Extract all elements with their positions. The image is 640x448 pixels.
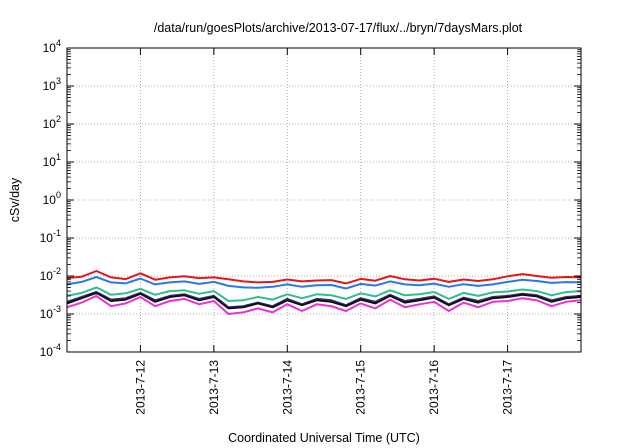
y-axis: 10-4 10-3 10-2 10-1 100 101 102 103 104: [40, 38, 581, 359]
x-tick-label: 2013-7-17: [501, 360, 515, 415]
y-tick-label: 101: [43, 152, 61, 169]
x-tick-label: 2013-7-16: [427, 360, 441, 415]
plot-frame: [66, 47, 582, 353]
x-tick-label: 2013-7-15: [354, 360, 368, 415]
y-tick-label: 10-3: [40, 304, 61, 321]
y-tick-label: 104: [43, 38, 61, 55]
x-tick-label: 2013-7-14: [280, 360, 294, 415]
y-tick-label: 10-4: [40, 342, 61, 359]
series-line-5: [66, 291, 582, 310]
series-line-6: [66, 294, 582, 315]
y-tick-label: 10-1: [40, 228, 61, 245]
series-layer: [66, 270, 582, 315]
series-line-4: [66, 291, 582, 309]
y-tick-label: 100: [43, 190, 61, 207]
chart-title: /data/run/goesPlots/archive/2013-07-17/f…: [154, 21, 523, 35]
series-line-1: [66, 270, 582, 285]
grid-lines: [67, 48, 581, 352]
x-tick-label: 2013-7-13: [207, 360, 221, 415]
x-axis-label: Coordinated Universal Time (UTC): [228, 431, 420, 445]
x-axis: 2013-7-12 2013-7-13 2013-7-14 2013-7-15 2013…: [133, 48, 515, 415]
x-tick-label: 2013-7-12: [133, 360, 147, 415]
y-axis-label: cSv/day: [8, 177, 22, 222]
y-tick-label: 103: [43, 76, 61, 93]
series-line-3: [66, 286, 582, 302]
y-tick-label: 102: [43, 114, 61, 131]
series-line-2: [66, 276, 582, 290]
y-tick-label: 10-2: [40, 266, 61, 283]
